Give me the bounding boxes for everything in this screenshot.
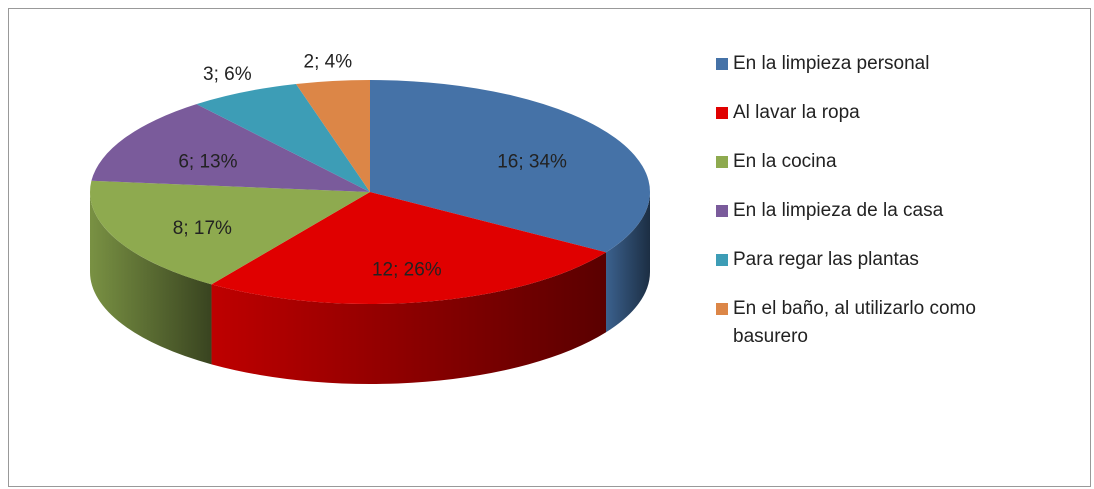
slice-side	[89, 192, 212, 365]
data-label: 2; 4%	[304, 52, 353, 73]
data-label: 3; 6%	[203, 64, 252, 85]
legend-label: En la limpieza de la casa	[733, 200, 944, 221]
data-label: 8; 17%	[173, 218, 232, 239]
legend-item: Al lavar la ropa	[716, 99, 1056, 127]
legend: En la limpieza personal Al lavar la ropa E…	[716, 50, 1056, 372]
legend-label: En la limpieza personal	[733, 53, 930, 74]
legend-swatch	[716, 205, 728, 217]
legend-swatch	[716, 156, 728, 168]
legend-item: En la limpieza personal	[716, 50, 1056, 78]
data-label: 12; 26%	[372, 259, 442, 280]
slice	[91, 104, 370, 192]
chart-frame	[8, 8, 1091, 487]
data-label: 16; 34%	[497, 151, 567, 172]
slice	[196, 83, 370, 192]
legend-label: En el baño, al utilizarlo como basurero	[733, 298, 976, 347]
legend-item: En el baño, al utilizarlo como basurero	[716, 295, 1056, 351]
legend-swatch	[716, 303, 728, 315]
legend-swatch	[716, 107, 728, 119]
data-label: 6; 13%	[178, 151, 237, 172]
legend-swatch	[716, 254, 728, 266]
legend-label: Al lavar la ropa	[733, 102, 860, 123]
slice	[370, 80, 650, 253]
legend-item: En la limpieza de la casa	[716, 197, 1056, 225]
slice-side	[606, 192, 650, 333]
slice	[211, 192, 607, 304]
legend-item: En la cocina	[716, 148, 1056, 176]
legend-label: Para regar las plantas	[733, 249, 919, 270]
slice	[89, 180, 370, 285]
slice-side	[211, 252, 607, 385]
legend-item: Para regar las plantas	[716, 246, 1056, 274]
slice	[296, 80, 370, 192]
legend-swatch	[716, 58, 728, 70]
legend-label: En la cocina	[733, 151, 837, 172]
